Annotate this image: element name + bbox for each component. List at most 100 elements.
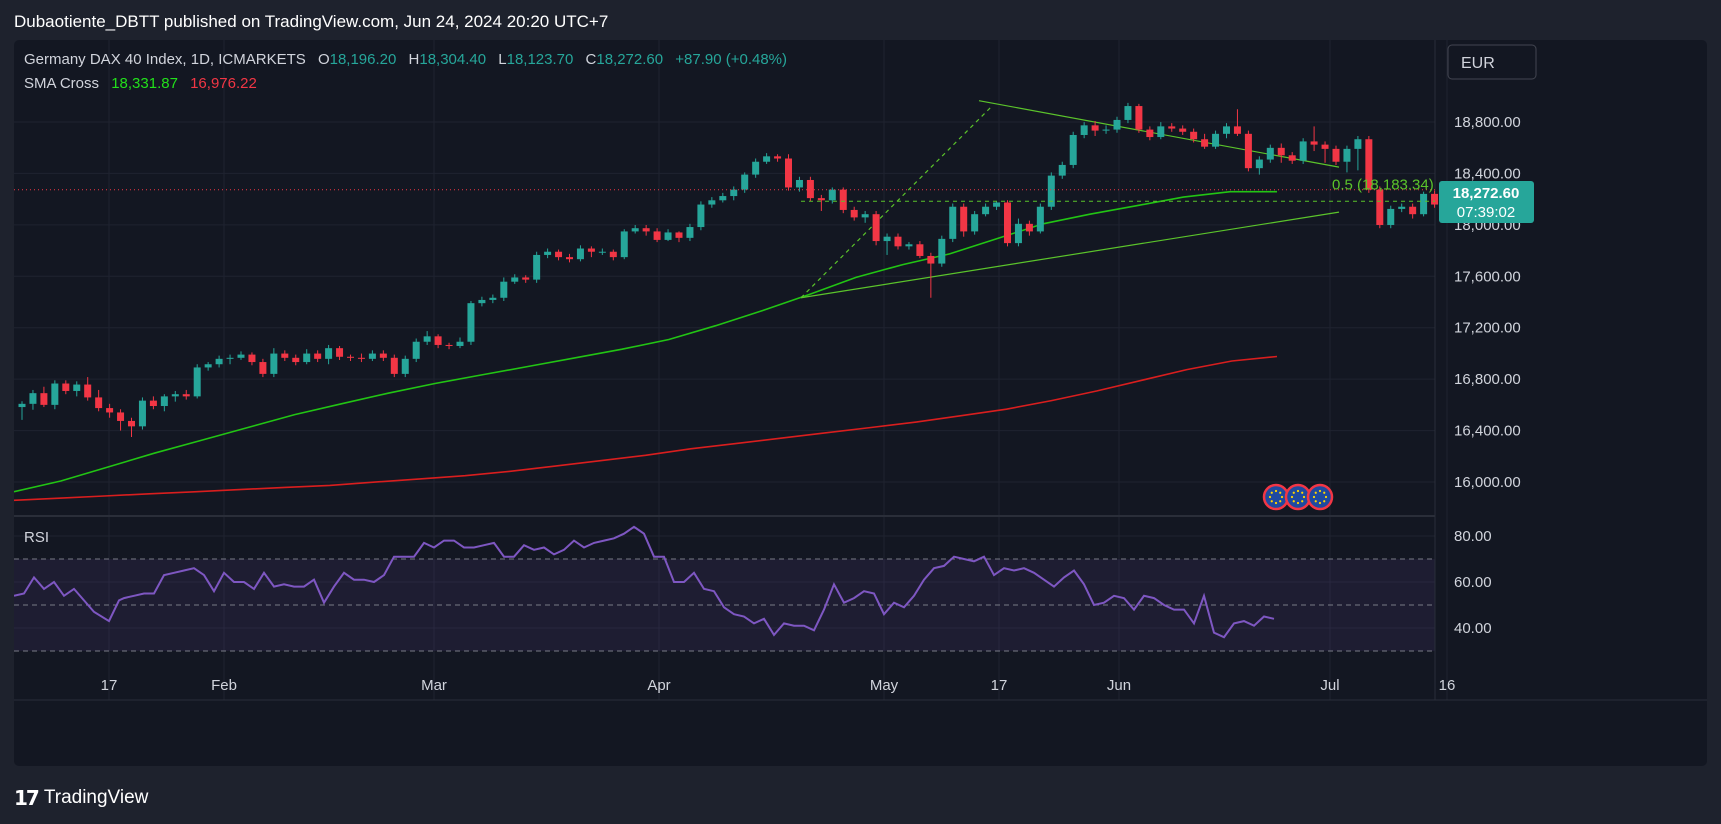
sma-fast-value: 18,331.87 [111,75,178,92]
candle-body [237,354,245,358]
event-markers[interactable] [1262,483,1334,511]
candle-body [839,189,847,210]
candle-body [500,281,508,298]
currency-label: EUR [1461,55,1495,72]
eu-star [1296,489,1300,493]
legend-row: Germany DAX 40 Index, 1D, ICMARKETS O 18,… [24,51,787,68]
eu-star [1290,495,1294,499]
candle-body [1113,119,1121,130]
candle-body [653,231,661,240]
candle-body [314,353,322,359]
eu-star [1292,491,1295,494]
candle-body [456,341,464,346]
candle-body [686,227,694,238]
currency-button[interactable]: EUR [1447,44,1537,80]
candle-body [182,394,190,397]
candles [18,102,1449,438]
candle-body [774,156,782,159]
candle-body [62,383,70,391]
candle-body [1047,175,1055,207]
candle-body [1365,139,1373,190]
price-tick-label: 18,800.00 [1454,114,1521,131]
price-tick-label: 16,000.00 [1454,474,1521,491]
eu-star [1279,491,1282,494]
candle-body [1146,129,1154,138]
candle-body [478,299,486,304]
candle-body [1299,141,1307,161]
candle-body [872,214,880,242]
candle-body [51,383,59,405]
price-tick-label: 17,600.00 [1454,268,1521,285]
candle-body [270,353,278,374]
tradingview-logo-icon: 17 [14,786,40,810]
candle-body [1179,128,1187,132]
eu-star [1314,491,1317,494]
sma-slow-value: 16,976.22 [190,75,257,92]
eu-star [1312,495,1316,499]
candle-body [325,348,333,359]
close-value: 18,272.60 [596,51,663,68]
candle-body [18,403,26,408]
eu-star [1318,501,1322,505]
candle-body [752,161,760,175]
candle-body [982,206,990,215]
eu-star [1314,500,1317,503]
candle-body [861,214,869,218]
time-tick-label: 16 [1439,677,1456,694]
trendlines[interactable] [800,100,1340,299]
candle-body [412,341,420,359]
candle-body [1321,144,1329,149]
candle-body [303,353,311,363]
chart-svg[interactable]: 0.5 (18,183.34) 18,800.0018,400.0018,000… [14,40,1707,766]
candle-body [850,209,858,218]
candle-body [401,358,409,374]
candle-body [259,362,267,374]
eu-flag-icon[interactable] [1306,483,1334,511]
candle-body [1288,155,1296,161]
candle-body [555,251,563,258]
rsi-legend: RSI [24,529,49,546]
candle-body [368,353,376,359]
candle-body [795,179,803,188]
eu-star [1268,495,1272,499]
candle-body [40,393,48,405]
candle-body [281,353,289,358]
candle-body [566,257,573,260]
eu-flag-icon[interactable] [1262,483,1290,511]
candle-body [489,297,497,300]
rsi-line [14,525,1275,639]
high-value: 18,304.40 [419,51,486,68]
candle-body [927,255,935,264]
price-tick-label: 18,400.00 [1454,165,1521,182]
candle-body [664,232,672,240]
close-label: C [586,51,597,68]
footer: 17 TradingView [14,786,148,810]
candle-body [1223,126,1230,134]
candle-body [1025,223,1033,232]
candle-body [708,200,716,205]
candle-body [1233,126,1241,134]
candle-body [117,412,125,421]
candle-body [938,238,946,264]
candle-body [171,394,179,397]
fib-level[interactable]: 0.5 (18,183.34) [801,176,1435,202]
candle-body [1135,106,1143,130]
trendline [800,211,1340,299]
candle-body [29,393,37,404]
eu-star [1270,500,1273,503]
candle-body [817,198,825,201]
publish-header: Dubaotiente_DBTT published on TradingVie… [0,0,1721,40]
candle-body [763,156,771,162]
eu-star [1279,500,1282,503]
candle-body [128,420,135,427]
candle-body [1376,189,1384,225]
candle-body [697,204,705,228]
open-label: O [318,51,330,68]
candle-body [971,214,979,232]
symbol-title: Germany DAX 40 Index, 1D, ICMARKETS [24,51,306,68]
eu-flag-icon[interactable] [1284,483,1312,511]
candle-body [1091,125,1099,131]
eu-star [1318,489,1322,493]
chart-frame[interactable]: 0.5 (18,183.34) 18,800.00 18,400.00 18,000… [14,40,1707,766]
candle-body [1004,202,1011,244]
